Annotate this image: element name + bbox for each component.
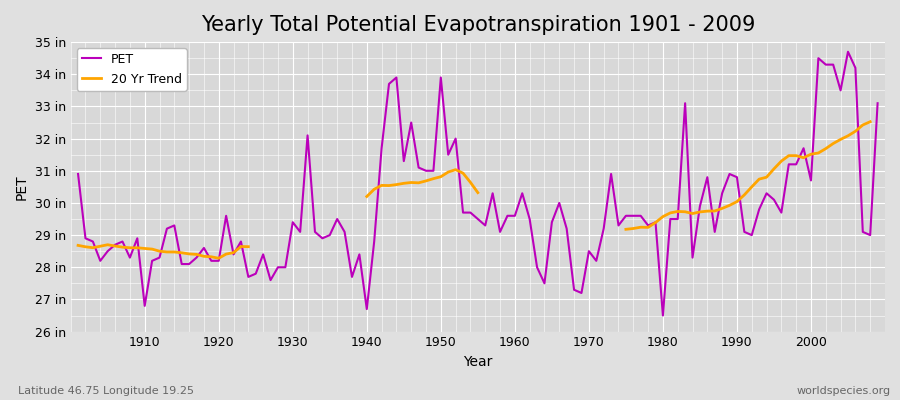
Title: Yearly Total Potential Evapotranspiration 1901 - 2009: Yearly Total Potential Evapotranspiratio… [201,15,755,35]
PET [295,230,306,234]
PET [658,313,669,318]
Text: worldspecies.org: worldspecies.org [796,386,891,396]
Y-axis label: PET: PET [15,174,29,200]
PET [502,213,513,218]
PET [73,172,84,176]
PET [132,236,143,241]
X-axis label: Year: Year [464,355,492,369]
PET [509,213,520,218]
Legend: PET, 20 Yr Trend: PET, 20 Yr Trend [76,48,186,91]
PET [598,226,609,231]
PET [339,230,350,234]
Line: PET: PET [78,52,878,316]
PET [842,49,853,54]
PET [872,101,883,106]
Text: Latitude 46.75 Longitude 19.25: Latitude 46.75 Longitude 19.25 [18,386,194,396]
